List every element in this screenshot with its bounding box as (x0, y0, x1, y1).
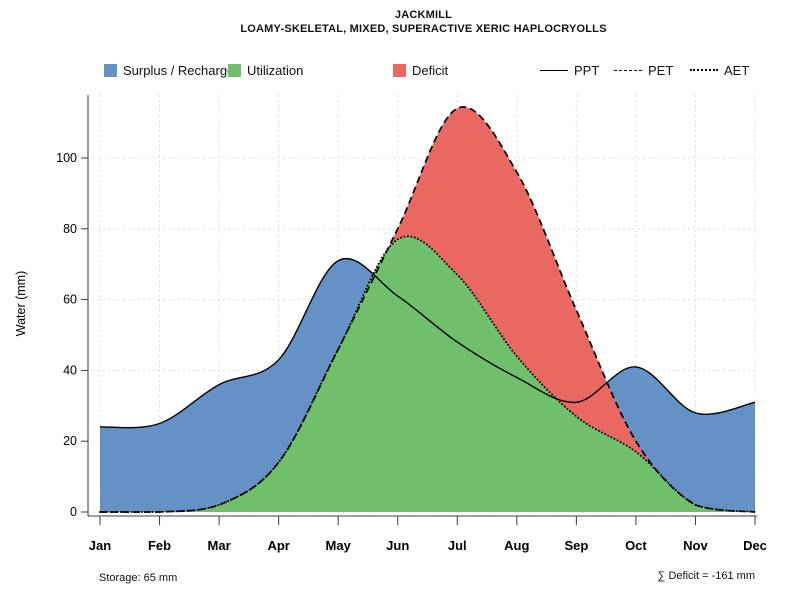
axis-labels: 0 20 40 60 80 100 Jan Feb Mar Apr May Jun Jul Aug Sep O… (14, 151, 767, 553)
legend-item-pet: PET (614, 62, 673, 78)
y-tick-label: 20 (63, 434, 77, 448)
legend-label: Surplus / Recharge (123, 62, 235, 78)
dashed-line-sample-icon (614, 69, 642, 71)
x-tick-label: Mar (208, 538, 231, 553)
x-tick-label: Nov (683, 538, 708, 553)
series-curves (99, 106, 756, 513)
series-line-pet (99, 106, 756, 513)
deficit-sum-annotation: ∑ Deficit = -161 mm (657, 570, 755, 582)
x-tick-label: May (326, 538, 352, 553)
legend-color-swatch (104, 63, 117, 77)
y-tick-label: 60 (63, 293, 77, 307)
x-tick-label: Sep (564, 538, 588, 553)
water-balance-areas (100, 106, 755, 512)
x-tick-label: Aug (504, 538, 529, 553)
legend-label: PET (648, 62, 674, 78)
area-utilization (100, 236, 755, 512)
x-tick-label: Jun (386, 538, 409, 553)
x-tick-label: Dec (743, 538, 767, 553)
x-tick-label: Apr (267, 538, 289, 553)
chart-subtitle: LOAMY-SKELETAL, MIXED, SUPERACTIVE XERIC… (240, 23, 607, 35)
legend-label: Utilization (247, 62, 304, 78)
y-tick-label: 100 (56, 151, 77, 165)
x-tick-label: Jul (448, 538, 467, 553)
legend-item-aet: AET (690, 62, 749, 78)
legend-item-utilization: Utilization (228, 62, 303, 78)
legend-color-swatch (393, 63, 406, 77)
chart-title: JACKMILL (394, 9, 453, 21)
legend-label: PPT (574, 62, 600, 78)
legend-item-ppt: PPT (540, 62, 599, 78)
solid-line-sample-icon (540, 69, 568, 71)
y-tick-label: 40 (63, 363, 77, 377)
x-tick-label: Feb (148, 538, 171, 553)
legend-label: Deficit (412, 62, 449, 78)
y-tick-label: 0 (70, 505, 77, 519)
y-axis-title: Water (mm) (14, 271, 28, 337)
series-line-aet (99, 235, 756, 513)
series-line-ppt (99, 258, 756, 429)
legend-item-deficit: Deficit (393, 62, 448, 78)
storage-annotation: Storage: 65 mm (99, 572, 178, 584)
legend-label: AET (724, 62, 750, 78)
x-tick-label: Oct (625, 538, 647, 553)
dotted-line-sample-icon (690, 69, 718, 71)
chart-legend: Surplus / Recharge Utilization Deficit PPT P… (0, 62, 800, 82)
legend-color-swatch (228, 63, 241, 77)
axes (81, 95, 757, 525)
x-tick-label: Jan (89, 538, 111, 553)
y-tick-label: 80 (63, 222, 77, 236)
legend-item-surplus-recharge: Surplus / Recharge (104, 62, 234, 78)
